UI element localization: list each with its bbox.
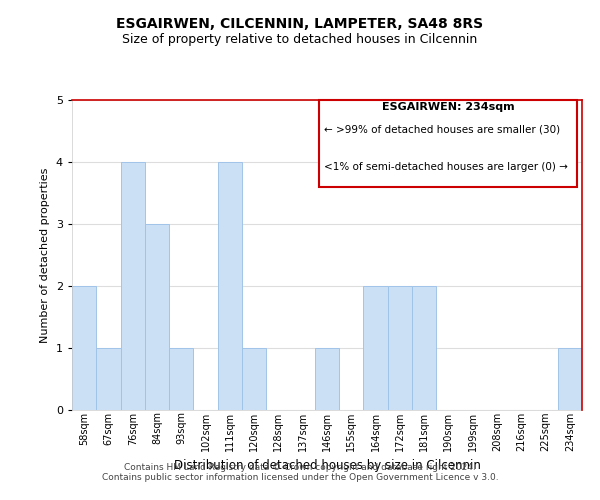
Bar — [72, 286, 96, 410]
Text: Size of property relative to detached houses in Cilcennin: Size of property relative to detached ho… — [122, 32, 478, 46]
Bar — [388, 286, 412, 410]
X-axis label: Distribution of detached houses by size in Cilcennin: Distribution of detached houses by size … — [173, 459, 481, 472]
Bar — [242, 348, 266, 410]
Text: <1% of semi-detached houses are larger (0) →: <1% of semi-detached houses are larger (… — [325, 162, 568, 172]
Bar — [412, 286, 436, 410]
FancyBboxPatch shape — [319, 100, 577, 187]
Text: Contains HM Land Registry data © Crown copyright and database right 2024.: Contains HM Land Registry data © Crown c… — [124, 462, 476, 471]
Bar — [315, 348, 339, 410]
Text: Contains public sector information licensed under the Open Government Licence v : Contains public sector information licen… — [101, 472, 499, 482]
Y-axis label: Number of detached properties: Number of detached properties — [40, 168, 50, 342]
Text: ESGAIRWEN, CILCENNIN, LAMPETER, SA48 8RS: ESGAIRWEN, CILCENNIN, LAMPETER, SA48 8RS — [116, 18, 484, 32]
Bar — [145, 224, 169, 410]
Bar — [218, 162, 242, 410]
Bar — [364, 286, 388, 410]
Bar — [121, 162, 145, 410]
Text: ← >99% of detached houses are smaller (30): ← >99% of detached houses are smaller (3… — [325, 125, 560, 135]
Bar — [96, 348, 121, 410]
Bar — [558, 348, 582, 410]
Text: ESGAIRWEN: 234sqm: ESGAIRWEN: 234sqm — [382, 102, 514, 112]
Bar — [169, 348, 193, 410]
